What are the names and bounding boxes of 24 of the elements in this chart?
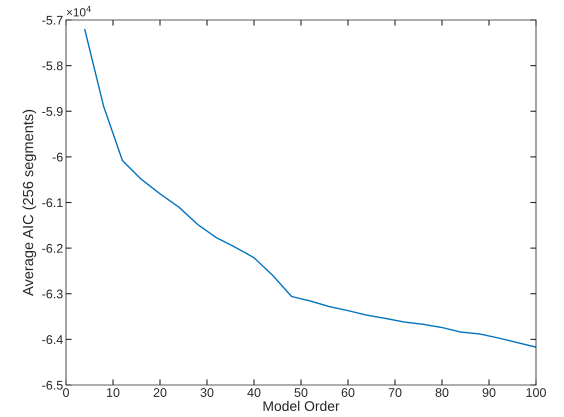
x-tick-label: 20: [154, 388, 166, 397]
y-tick-label: -6.3: [42, 290, 63, 298]
y-tick-label: -6.5: [42, 380, 63, 390]
x-tick-label: 80: [436, 388, 448, 397]
y-tick-label: -5.9: [42, 107, 63, 116]
x-tick-label: 0: [63, 388, 69, 397]
x-tick-label: 90: [482, 388, 496, 397]
y-tick-label: -6.1: [42, 198, 63, 208]
x-axis-title: Model Order: [264, 400, 340, 412]
y-tick-label: -5.8: [42, 61, 63, 70]
x-tick-label: 100: [526, 388, 546, 397]
y-tick-label: -6.4: [42, 335, 63, 344]
x-tick-label: 70: [388, 388, 402, 397]
x-tick-label: 40: [247, 388, 260, 397]
text: ×10$^{4}$: [66, 6, 91, 16]
y-axis-title: Average AIC (256 segments): [22, 110, 36, 296]
line-series: [84, 28, 536, 348]
x-tick-label: 60: [342, 388, 354, 397]
x-tick-label: 50: [294, 388, 308, 397]
y-tick-label: -5.7: [42, 16, 63, 25]
y-tick-label: -6.2: [42, 244, 63, 253]
x-tick-label: 30: [200, 388, 214, 397]
x-tick-label: 10: [107, 388, 120, 397]
y-tick-label: -6: [52, 152, 63, 162]
